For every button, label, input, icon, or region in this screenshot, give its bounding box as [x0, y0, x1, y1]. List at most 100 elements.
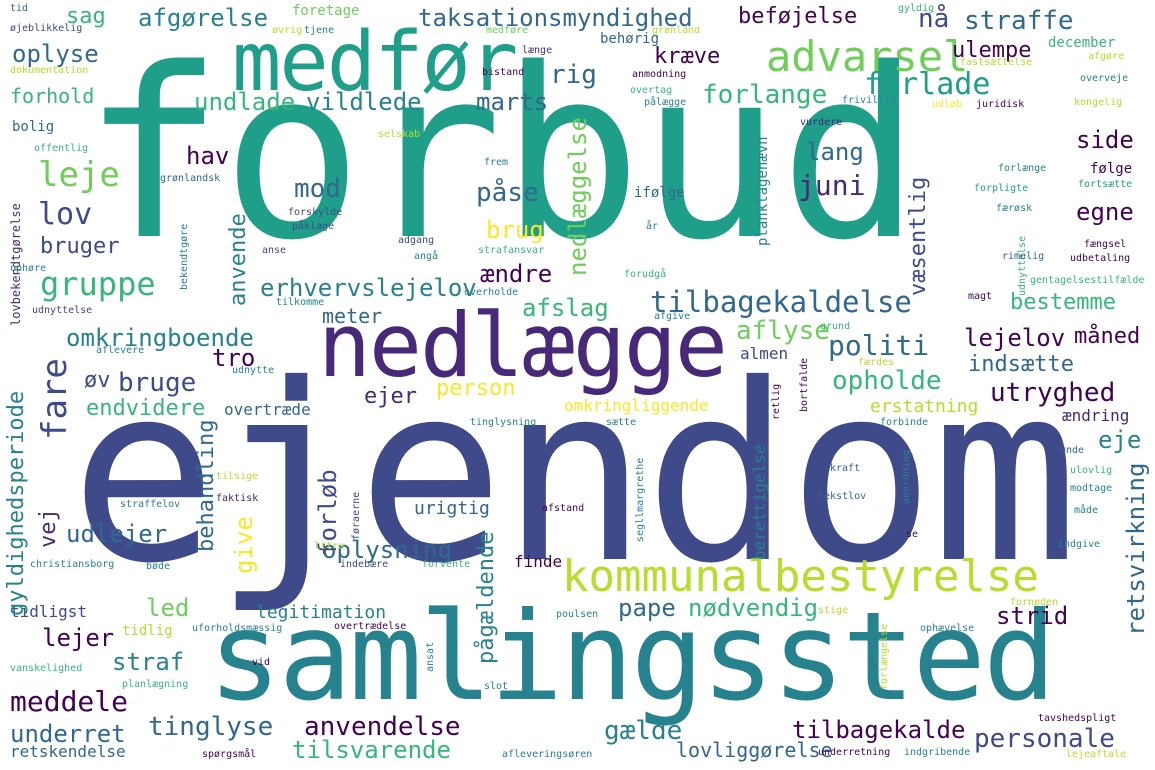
word-gruppe: gruppe	[40, 265, 156, 303]
word-ar: år	[646, 221, 659, 232]
word-planklagenaevn: planklagenævn	[755, 136, 771, 246]
word-omkringliggende: omkringliggende	[564, 396, 709, 415]
word-segllmargrethe: segllmargrethe	[635, 457, 646, 542]
word-tekstlov: tekstlov	[818, 491, 867, 502]
word-unde: unde	[1060, 445, 1085, 456]
word-adgang: adgang	[398, 235, 435, 246]
word-fastsaettelse: fastsættelse	[960, 57, 1033, 68]
word-uforholdsmassig: uforholdsmæssig	[192, 623, 283, 634]
word-tavshedspligt: tavshedspligt	[1038, 713, 1117, 724]
word-led: led	[146, 594, 190, 622]
word-grund: grund	[820, 321, 851, 332]
word-bode: bøde	[146, 561, 171, 572]
word-fare: fare	[35, 358, 75, 440]
word-faerdes: færdes	[858, 357, 895, 368]
word-retskendelse: retskendelse	[10, 742, 126, 761]
word-made: måde	[1074, 505, 1099, 516]
word-na: nå	[918, 4, 950, 34]
word-anvende: anvende	[226, 213, 251, 306]
word-forpligte: forpligte	[974, 183, 1029, 194]
word-tilsvarende: tilsvarende	[292, 736, 451, 764]
word-aflevere: aflevere	[96, 345, 145, 356]
word-kommunalbestyrelse: kommunalbestyrelse	[562, 551, 1039, 602]
word-spoergsmal: spørgsmål	[202, 749, 257, 760]
word-advarsel: advarsel	[766, 32, 969, 81]
word-brug: brug	[486, 216, 544, 244]
word-indsaette: indsætte	[968, 352, 1074, 377]
word-lejelov: lejelov	[964, 324, 1066, 352]
word-udnyttelse-row: udnyttelse	[32, 305, 93, 316]
word-christiansborg: christiansborg	[30, 559, 115, 570]
word-afgive: afgive	[654, 311, 691, 322]
word-retlig: retlig	[771, 383, 782, 420]
word-udlob: udløb	[932, 99, 963, 110]
word-selskab: selskab	[378, 129, 421, 140]
word-paegaeldende: pågældende	[474, 531, 499, 664]
word-vanskelighed: vanskelighed	[10, 663, 83, 674]
word-indebaere: indebære	[340, 559, 389, 570]
word-urigtig: urigtig	[414, 498, 490, 519]
word-bistand: bistand	[482, 67, 525, 78]
word-gentagelsestilfaelde: gentagelsestilfælde	[1030, 275, 1145, 286]
word-fengsel: fængsel	[1084, 239, 1127, 250]
word-palaegge: pålægge	[644, 97, 687, 108]
word-underretning: underretning	[818, 747, 891, 758]
word-gaelde: gælde	[604, 716, 683, 746]
word-ophaevelse: ophævelse	[920, 623, 975, 634]
word-nodvendig: nødvendig	[688, 594, 819, 622]
word-juni: juni	[798, 169, 866, 202]
word-opholde: opholde	[832, 366, 942, 396]
word-finde: finde	[514, 552, 563, 571]
word-politi: politi	[828, 329, 930, 362]
word-lejeaftale: lejeaftale	[1066, 749, 1127, 760]
word-legitimation: legitimation	[256, 602, 387, 623]
word-berettigelse: berettigelse	[750, 444, 769, 560]
word-folge: følge	[1090, 161, 1133, 177]
word-stige: stige	[818, 605, 849, 616]
word-kraft: kraft	[830, 463, 861, 474]
word-anvendelse: anvendelse	[304, 712, 461, 742]
word-kongelig: kongelig	[1074, 97, 1123, 108]
word-tilkomme: tilkomme	[276, 297, 325, 308]
word-juridisk: juridisk	[976, 99, 1025, 110]
word-dokumentation: dokumentation	[10, 65, 89, 76]
word-slot: slot	[484, 681, 509, 692]
word-ulempe: ulempe	[952, 38, 1032, 63]
word-befojelse: beføjelse	[738, 4, 858, 29]
word-forlade: forlade	[864, 67, 991, 102]
word-laenge: længe	[522, 45, 553, 56]
word-vildlede: vildlede	[306, 88, 422, 116]
word-almen: almen	[740, 344, 789, 363]
word-endvidere: endvidere	[86, 396, 206, 421]
word-bestemme: bestemme	[1010, 290, 1116, 315]
word-vej: vej	[36, 508, 61, 548]
word-overtag: overtag	[630, 85, 673, 96]
word-tinglysning: tinglysning	[470, 417, 537, 428]
word-erstatning: erstatning	[870, 396, 979, 417]
word-tjene: tjene	[304, 25, 335, 36]
word-egne: egne	[1076, 198, 1134, 226]
word-samlingssted: samlingssted	[208, 586, 1056, 728]
word-erhvervslejelov: erhvervslejelov	[260, 274, 477, 302]
word-forbinde: forbinde	[880, 417, 929, 428]
word-ejendom: ejendom	[70, 332, 1079, 617]
word-tidligst: tidligst	[10, 602, 88, 621]
word-bruger: bruger	[40, 234, 120, 259]
word-bekendtgore: bekendtgøre	[179, 223, 190, 290]
word-lejer: lejer	[42, 624, 115, 652]
word-gyldig: gyldig	[898, 3, 935, 14]
word-afgorelse: afgørelse	[138, 4, 269, 32]
word-magt: magt	[968, 291, 993, 302]
word-lov: lov	[38, 197, 93, 232]
word-ov: øv	[84, 368, 111, 393]
word-gronlandsk: grønlandsk	[160, 173, 221, 184]
word-ojeblikkelig: øjeblikkelig	[10, 23, 83, 34]
word-gyldighedsperiode: gyldighedsperiode	[4, 390, 29, 616]
word-taksationsmyndighed: taksationsmyndighed	[418, 4, 693, 32]
word-vurdere: vurdere	[800, 117, 843, 128]
word-foraerne: føraerne	[351, 491, 362, 540]
word-ulovlig: ulovlig	[1070, 465, 1113, 476]
word-tilbagekaldelse: tilbagekaldelse	[650, 285, 912, 319]
word-forlaengelse: forlængelse	[879, 623, 890, 690]
